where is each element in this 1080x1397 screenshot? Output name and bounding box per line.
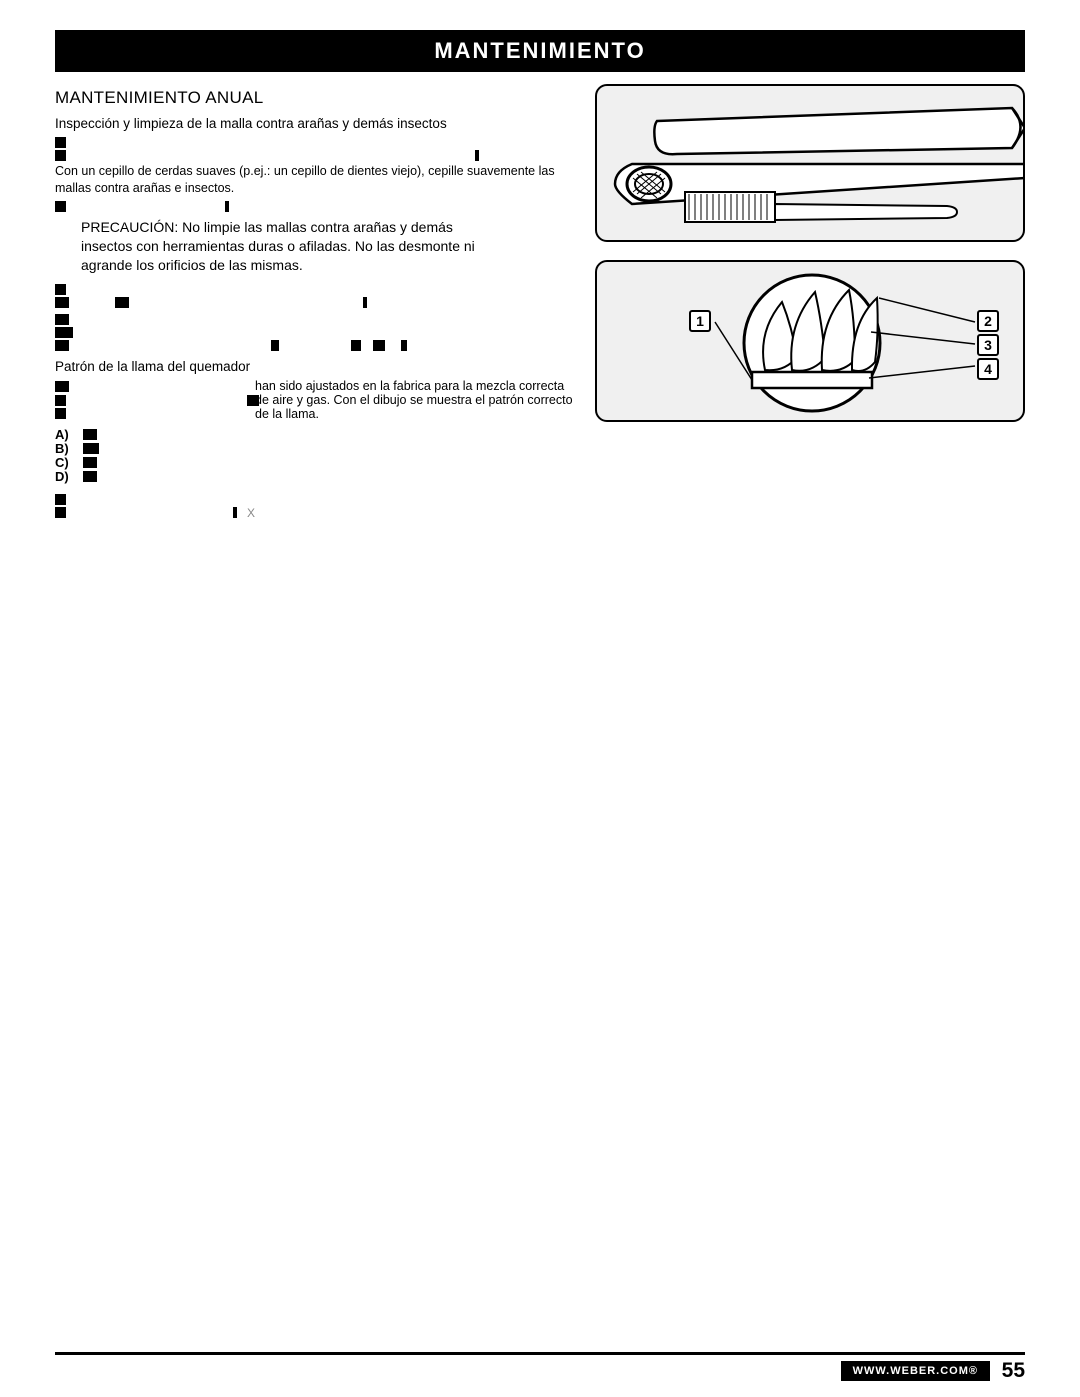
- body-text-smudge: [55, 340, 573, 351]
- section-heading: MANTENIMIENTO ANUAL: [55, 88, 573, 108]
- list-item: C): [55, 456, 573, 469]
- body-text-smudge: [55, 284, 573, 295]
- flame-pattern-illustration: [597, 262, 1025, 422]
- list-item: A): [55, 428, 573, 441]
- figure-flame-pattern: 1 2 3 4: [595, 260, 1025, 422]
- body-text-smudge: [55, 297, 573, 308]
- body-text: Con un cepillo de cerdas suaves (p.ej.: …: [55, 163, 573, 197]
- body-text-smudge: X: [55, 507, 573, 518]
- body-text-smudge: [55, 201, 573, 212]
- body-text-smudge: [55, 327, 573, 338]
- list-label: B): [55, 441, 75, 456]
- title-bar: MANTENIMIENTO: [55, 30, 1025, 72]
- body-text-smudge: [55, 395, 573, 406]
- burner-brush-illustration: [597, 86, 1025, 242]
- body-text-smudge: [55, 137, 573, 148]
- right-column: 1 2 3 4: [595, 84, 1025, 520]
- list-label: C): [55, 455, 75, 470]
- callout-number: 2: [977, 310, 999, 332]
- list-label: D): [55, 469, 75, 484]
- footer-url: WWW.WEBER.COM®: [841, 1361, 990, 1381]
- left-column: MANTENIMIENTO ANUAL Inspección y limpiez…: [55, 84, 573, 520]
- page-number: 55: [1002, 1359, 1025, 1383]
- list-label: A): [55, 427, 75, 442]
- body-text-smudge: [55, 408, 573, 419]
- body-text-smudge: [55, 494, 573, 505]
- callout-number: 4: [977, 358, 999, 380]
- callout-number: 1: [689, 310, 711, 332]
- body-text-smudge: han sido ajustados en la fabrica para la…: [55, 380, 573, 393]
- footer-rule: [55, 1352, 1025, 1355]
- figure-burner-cleaning: [595, 84, 1025, 242]
- footnote-mark: X: [247, 506, 255, 520]
- list-item: D): [55, 470, 573, 483]
- list-item: B): [55, 442, 573, 455]
- caution-text: PRECAUCIÓN: No limpie las mallas contra …: [81, 218, 501, 275]
- subheading-flame: Patrón de la llama del quemador: [55, 359, 573, 374]
- body-text-smudge: [55, 150, 573, 161]
- body-text-smudge: [55, 314, 573, 325]
- subheading-inspection: Inspección y limpieza de la malla contra…: [55, 116, 573, 131]
- callout-number: 3: [977, 334, 999, 356]
